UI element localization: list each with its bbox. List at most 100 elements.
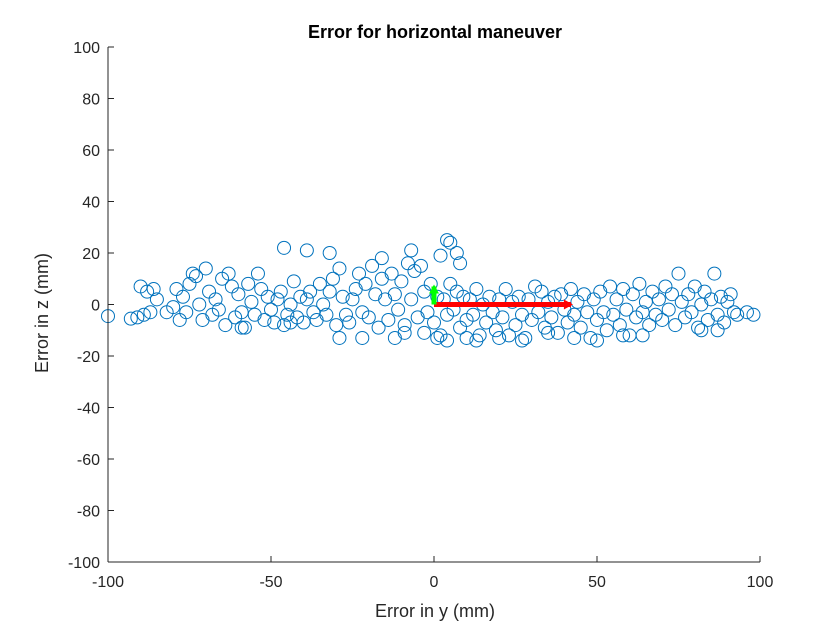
y-tick-label: -40 [77, 401, 100, 418]
data-point [202, 284, 217, 299]
data-point [136, 307, 151, 322]
data-point [488, 323, 503, 338]
data-point [394, 274, 409, 289]
data-point [658, 279, 673, 294]
data-point [508, 318, 523, 333]
data-point [710, 307, 725, 322]
data-point [391, 302, 406, 317]
data-point [192, 297, 207, 312]
data-point [254, 282, 269, 297]
data-point [684, 305, 699, 320]
y-tick-label: -60 [77, 452, 100, 469]
data-point [312, 276, 327, 291]
data-point [319, 307, 334, 322]
data-point [668, 318, 683, 333]
data-point [501, 328, 516, 343]
data-point [466, 307, 481, 322]
data-point [645, 284, 660, 299]
x-axis: -100 -50 0 50 100 [92, 556, 773, 591]
data-point [580, 305, 595, 320]
data-point [534, 284, 549, 299]
data-point [218, 318, 233, 333]
data-point [371, 320, 386, 335]
data-point [746, 307, 761, 322]
data-point [316, 297, 331, 312]
data-point [515, 333, 530, 348]
data-point [208, 292, 223, 307]
data-point [257, 312, 272, 327]
data-point [544, 310, 559, 325]
x-tick-label: 100 [747, 574, 774, 591]
data-point [430, 330, 445, 345]
data-point [241, 276, 256, 291]
data-point [739, 305, 754, 320]
data-point [234, 320, 249, 335]
data-point [726, 305, 741, 320]
data-point [211, 302, 226, 317]
data-point [237, 320, 252, 335]
data-point [531, 305, 546, 320]
data-point [404, 243, 419, 258]
data-point [691, 320, 706, 335]
data-point [384, 266, 399, 281]
data-point [694, 297, 709, 312]
data-point [704, 292, 719, 307]
data-point [149, 292, 164, 307]
data-point [671, 266, 686, 281]
data-point [625, 287, 640, 302]
data-point [590, 333, 604, 348]
y-tick-label: -100 [68, 555, 100, 572]
data-point [332, 261, 347, 276]
data-point [593, 284, 608, 299]
data-point [140, 284, 155, 299]
data-point [612, 318, 627, 333]
data-point [143, 305, 158, 320]
data-point [635, 305, 650, 320]
data-point [306, 305, 321, 320]
y-tick-label: -20 [77, 349, 100, 366]
z-direction-arrow-head [429, 284, 439, 294]
x-tick-label: 50 [588, 574, 606, 591]
data-point [655, 312, 670, 327]
data-point [638, 294, 653, 309]
data-point [231, 287, 246, 302]
data-point [524, 312, 539, 327]
data-point [573, 320, 588, 335]
data-point [413, 258, 428, 273]
plot-area [101, 233, 761, 348]
y-tick-label: 80 [82, 92, 100, 109]
data-point [185, 266, 200, 281]
data-point [365, 258, 380, 273]
data-point [694, 323, 709, 338]
data-point [664, 287, 679, 302]
data-point [277, 318, 292, 333]
y-tick-label: 0 [91, 298, 100, 315]
data-point [283, 297, 298, 312]
data-point [495, 310, 510, 325]
data-point [355, 330, 370, 345]
data-point [267, 315, 282, 330]
data-point [179, 305, 194, 320]
data-point [492, 330, 507, 345]
data-point [130, 310, 145, 325]
data-point [224, 279, 239, 294]
data-point [443, 235, 458, 250]
data-point [459, 330, 474, 345]
data-point [175, 289, 190, 304]
data-point [244, 294, 259, 309]
data-point [400, 256, 415, 271]
data-point [280, 307, 295, 322]
data-point [616, 328, 631, 343]
data-point [485, 305, 500, 320]
data-point [440, 333, 455, 348]
data-point [603, 279, 618, 294]
data-point [560, 315, 575, 330]
data-point [286, 274, 301, 289]
data-point [146, 282, 161, 297]
data-point [277, 240, 292, 255]
data-point [590, 312, 604, 327]
x-tick-label: 0 [430, 574, 439, 591]
x-direction-arrow [434, 299, 573, 310]
data-point [674, 294, 689, 309]
y-axis-label: Error in z (mm) [32, 253, 52, 373]
